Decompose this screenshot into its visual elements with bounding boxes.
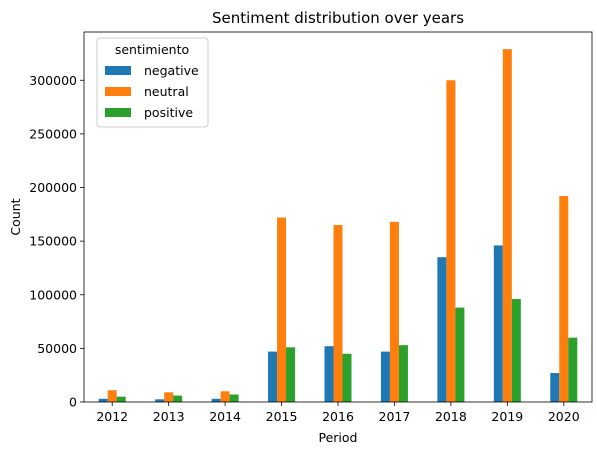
bar-neutral-2020 [559,196,569,402]
bar-positive-2017 [398,345,408,402]
legend-swatch-neutral [105,87,131,96]
bar-positive-2019 [511,299,521,402]
y-axis-ticks: 0 50000 100000 150000 200000 250000 300000 [29,73,84,410]
bar-positive-2014 [229,394,239,402]
legend-label-positive: positive [144,105,193,120]
y-tick-label: 0 [69,395,77,410]
x-axis-ticks: 2012 2013 2014 2015 2016 2017 2018 2019 2020 [96,402,580,424]
legend: sentimiento negative neutral positive [96,37,209,128]
bar-positive-2016 [342,353,352,402]
x-tick-label: 2015 [266,409,298,424]
bar-positive-2013 [173,395,183,402]
x-tick-label: 2017 [379,409,411,424]
bar-negative-2019 [493,245,503,402]
bar-positive-2018 [455,307,465,402]
legend-swatch-positive [105,108,131,117]
bar-positive-2020 [568,337,578,402]
plot-frame [83,31,593,403]
bar-negative-2020 [550,373,560,402]
y-tick-label: 50000 [37,341,77,356]
legend-title: sentimiento [115,42,189,57]
x-tick-label: 2016 [322,409,354,424]
x-tick-label: 2012 [96,409,128,424]
bar-negative-2012 [98,398,108,402]
x-axis-label: Period [319,430,358,445]
bar-negative-2018 [437,257,447,402]
bar-positive-2015 [286,347,296,402]
bar-negative-2014 [211,398,221,402]
bar-neutral-2012 [107,390,117,402]
y-tick-label: 150000 [29,234,77,249]
x-tick-label: 2020 [548,409,580,424]
y-tick-label: 250000 [29,126,77,141]
y-axis-label: Count [8,198,23,235]
bar-neutral-2019 [502,49,512,402]
legend-box [96,37,209,128]
bar-neutral-2013 [164,392,174,402]
y-tick-label: 100000 [29,287,77,302]
bar-negative-2015 [268,351,278,402]
bars-group [98,49,578,402]
bar-neutral-2018 [446,80,456,402]
bar-neutral-2015 [277,217,287,402]
bar-negative-2013 [155,399,165,402]
legend-swatch-negative [105,66,131,75]
chart-title: Sentiment distribution over years [212,9,464,27]
x-tick-label: 2014 [209,409,241,424]
x-tick-label: 2013 [153,409,185,424]
bar-negative-2017 [380,351,390,402]
y-tick-label: 200000 [29,180,77,195]
bar-neutral-2014 [220,391,230,402]
legend-label-negative: negative [144,63,199,78]
legend-label-neutral: neutral [144,84,189,99]
x-tick-label: 2018 [435,409,467,424]
y-tick-label: 300000 [29,73,77,88]
bar-neutral-2016 [333,225,343,402]
bar-neutral-2017 [389,221,399,402]
bar-negative-2016 [324,346,334,402]
x-tick-label: 2019 [491,409,523,424]
bar-positive-2012 [116,396,126,402]
